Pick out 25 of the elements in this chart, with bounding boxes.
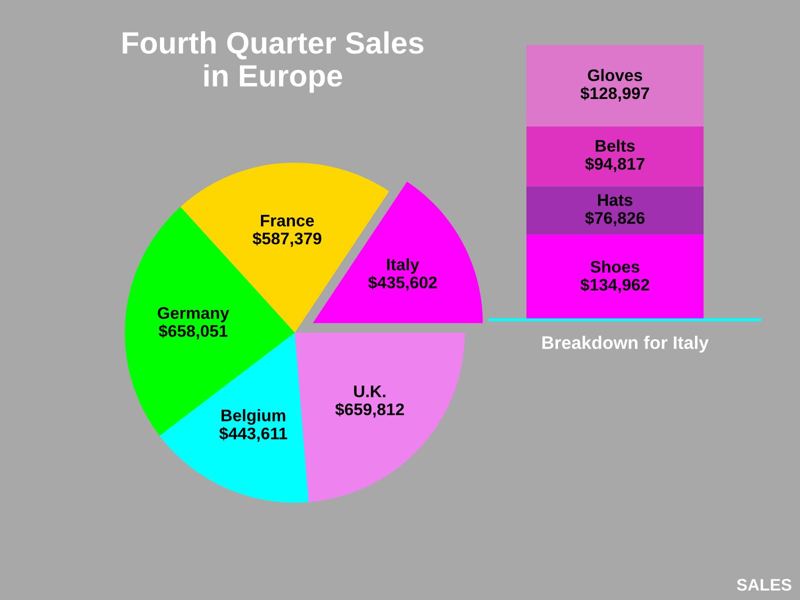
bar	[526, 45, 704, 126]
chart-title: Fourth Quarter Sales in Europe	[122, 31, 424, 93]
bar	[526, 234, 704, 320]
data-label: $587,379	[252, 232, 322, 247]
slice-label: Italy	[387, 258, 420, 274]
text: SALES	[736, 578, 792, 591]
data-label: $94,817	[585, 157, 644, 172]
x-axis-title: Breakdown for Italy	[542, 336, 709, 353]
slice-label: Germany	[158, 307, 230, 322]
data-label: $658,051	[158, 324, 228, 340]
data-label: $128,997	[580, 86, 650, 102]
slice-label: France	[260, 214, 314, 226]
data-label: $435,602	[368, 276, 437, 291]
series-label: Hats	[598, 194, 632, 206]
series-label: Belts	[596, 140, 635, 152]
bar	[526, 126, 704, 186]
slice-label: Belgium	[222, 409, 286, 425]
series-label: Shoes	[590, 260, 640, 273]
slice-label: U.K.	[354, 386, 386, 398]
series-label: Gloves	[588, 68, 642, 82]
data-label: $443,611	[219, 426, 288, 442]
bar	[526, 186, 704, 235]
data-label: $134,962	[580, 278, 650, 294]
data-label: $76,826	[585, 211, 645, 226]
data-label: $659,812	[335, 402, 404, 418]
